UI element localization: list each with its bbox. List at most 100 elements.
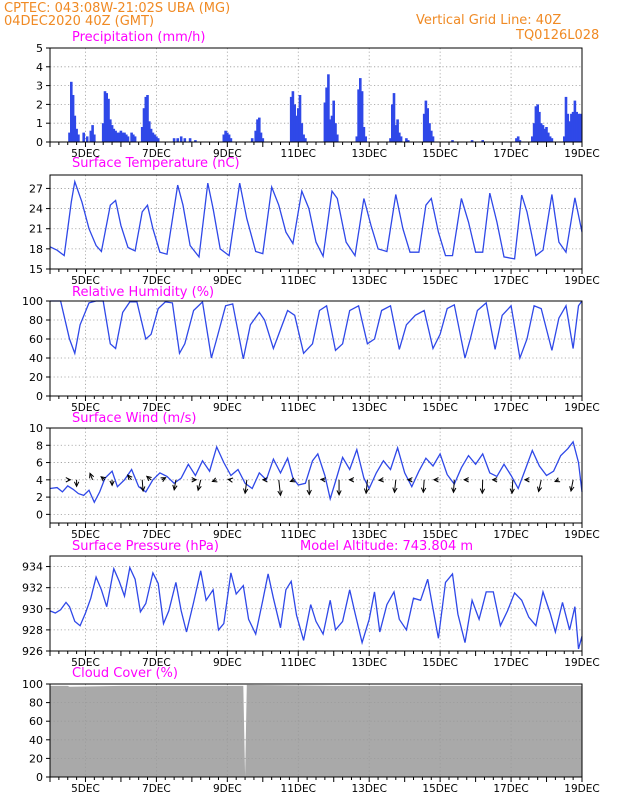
precip-bar bbox=[149, 128, 153, 142]
wind-xtick-label: 11DEC bbox=[281, 529, 316, 541]
wind-vector bbox=[377, 477, 384, 483]
precipitation-xtick-label: 17DEC bbox=[493, 148, 528, 160]
precip-bar bbox=[291, 91, 295, 142]
humidity-ytick-label: 80 bbox=[29, 314, 43, 327]
precip-bar bbox=[194, 140, 197, 142]
precip-bar bbox=[389, 138, 392, 142]
humidity-xtick-label: 15DEC bbox=[422, 402, 457, 414]
precip-bar bbox=[250, 138, 254, 142]
cloud-cover-xtick-label: 5DEC bbox=[71, 783, 100, 795]
wind-vector bbox=[523, 477, 530, 483]
pressure-ytick-label: 932 bbox=[22, 582, 43, 595]
pressure-ytick-label: 934 bbox=[22, 561, 43, 574]
precip-bar bbox=[334, 123, 337, 142]
precip-bar bbox=[110, 125, 114, 142]
precip-bar bbox=[142, 108, 146, 142]
wind-vector bbox=[109, 479, 115, 487]
precip-bar bbox=[330, 115, 334, 142]
wind-vector bbox=[160, 477, 167, 482]
cloud-cover-xtick-label: 17DEC bbox=[493, 783, 528, 795]
precip-bar bbox=[227, 134, 231, 142]
wind-xtick-label: 19DEC bbox=[564, 529, 599, 541]
precip-bar bbox=[396, 119, 399, 142]
wind-xtick-label: 17DEC bbox=[493, 529, 528, 541]
precip-bar bbox=[132, 134, 135, 142]
precip-bar bbox=[536, 104, 539, 142]
temperature-ytick-label: 21 bbox=[29, 223, 43, 236]
precip-bar bbox=[297, 108, 300, 142]
wind-xtick-label: 7DEC bbox=[142, 529, 171, 541]
header-grid-note: Vertical Grid Line: 40Z bbox=[416, 13, 561, 28]
precip-bar bbox=[151, 132, 155, 142]
precip-bar bbox=[391, 104, 394, 142]
wind-vector bbox=[140, 479, 146, 493]
wind-vector bbox=[126, 474, 133, 481]
temperature-ytick-label: 24 bbox=[29, 203, 43, 216]
precip-bar bbox=[103, 91, 107, 142]
temperature-xtick-label: 13DEC bbox=[351, 275, 386, 287]
wind-vector bbox=[569, 479, 575, 493]
precip-bar bbox=[179, 136, 183, 142]
precip-bar bbox=[548, 136, 552, 142]
precip-bar bbox=[183, 138, 187, 142]
precip-bar bbox=[531, 136, 534, 142]
precipitation-xtick-label: 11DEC bbox=[281, 148, 316, 160]
precip-bar bbox=[399, 136, 403, 142]
precip-bar bbox=[357, 89, 360, 142]
precip-bar bbox=[575, 111, 578, 142]
pressure-xtick-label: 13DEC bbox=[351, 657, 386, 669]
precip-bar bbox=[392, 93, 396, 142]
precip-bar bbox=[481, 140, 484, 142]
precip-bar bbox=[515, 138, 518, 142]
precip-bar bbox=[117, 132, 121, 142]
precip-bar bbox=[114, 130, 117, 142]
precip-bar bbox=[398, 132, 401, 142]
precip-bar bbox=[259, 132, 263, 142]
precipitation-xtick-label: 5DEC bbox=[71, 148, 100, 160]
precip-bar bbox=[563, 136, 566, 142]
precip-bar bbox=[224, 130, 227, 142]
precip-bar bbox=[424, 100, 428, 142]
wind-vector bbox=[363, 479, 370, 495]
precip-bar bbox=[146, 95, 149, 142]
precipitation-xtick-label: 7DEC bbox=[142, 148, 171, 160]
temperature-xtick-label: 19DEC bbox=[564, 275, 599, 287]
precipitation-ytick-label: 5 bbox=[36, 42, 43, 55]
cloud-cover-ytick-label: 80 bbox=[29, 697, 43, 710]
pressure-xtick-label: 15DEC bbox=[422, 657, 457, 669]
precip-bar bbox=[82, 132, 85, 142]
precip-bar bbox=[532, 123, 536, 142]
wind-xtick-label: 9DEC bbox=[213, 529, 242, 541]
temperature-line bbox=[49, 179, 583, 260]
precip-bar bbox=[568, 121, 571, 142]
precip-bar bbox=[362, 127, 366, 142]
header-location: CPTEC: 043:08W-21:02S UBA (MG) bbox=[4, 1, 230, 16]
precip-bar bbox=[332, 100, 335, 142]
precip-bar bbox=[254, 130, 257, 142]
pressure-ytick-label: 930 bbox=[22, 603, 43, 616]
temperature-xtick-label: 17DEC bbox=[493, 275, 528, 287]
precip-bar bbox=[518, 140, 522, 142]
precip-bar bbox=[144, 96, 148, 142]
precipitation-title: Precipitation (mm/h) bbox=[72, 30, 205, 45]
wind-vector bbox=[172, 479, 178, 491]
wind-vector bbox=[537, 479, 543, 493]
wind-vector bbox=[406, 477, 413, 483]
wind-ytick-label: 4 bbox=[36, 474, 43, 487]
precipitation-frame bbox=[49, 47, 583, 143]
precip-bar bbox=[71, 95, 75, 142]
temperature-xtick-label: 11DEC bbox=[281, 275, 316, 287]
precip-bar bbox=[121, 132, 124, 142]
pressure-panel: Surface Pressure (hPa) Model Altitude: 74… bbox=[22, 539, 600, 669]
wind-ytick-label: 10 bbox=[29, 422, 43, 435]
precip-bar bbox=[176, 138, 179, 142]
precipitation-panel: Precipitation (mm/h) 0 1 2 3 4 5 5DEC 7DEC 9DEC 11… bbox=[36, 30, 600, 160]
precip-bar bbox=[545, 127, 548, 142]
wind-vector bbox=[509, 479, 515, 495]
humidity-xtick-label: 11DEC bbox=[281, 402, 316, 414]
precip-bar bbox=[70, 81, 73, 142]
precip-bar bbox=[125, 134, 128, 142]
humidity-xtick-label: 7DEC bbox=[142, 402, 171, 414]
precip-bar bbox=[422, 113, 426, 142]
wind-xtick-label: 13DEC bbox=[351, 529, 386, 541]
